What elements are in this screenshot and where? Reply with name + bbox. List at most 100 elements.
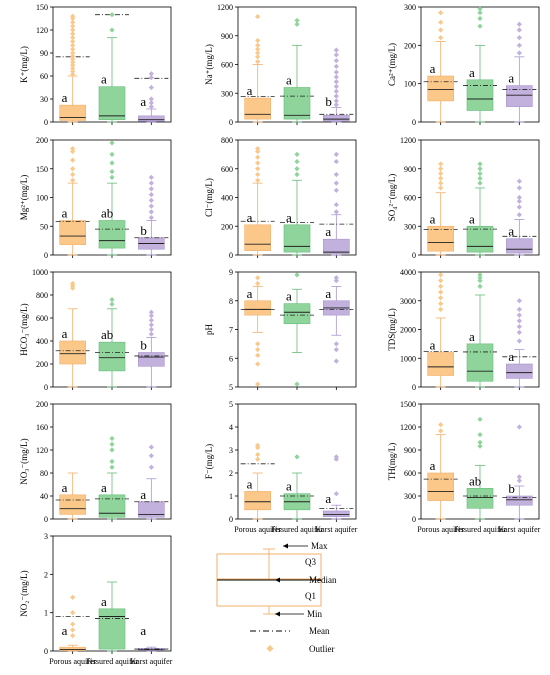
box-iqr	[506, 85, 533, 107]
legend-label-mean: Mean	[309, 626, 330, 636]
box-2: a	[134, 71, 169, 123]
significance-letter: b	[140, 223, 147, 238]
outlier-point	[294, 151, 300, 157]
outlier-point	[148, 71, 154, 77]
outlier-point	[70, 177, 76, 183]
y-tick-label: 60	[40, 72, 48, 81]
box-iqr	[59, 220, 86, 245]
outlier-point	[516, 312, 522, 318]
box-1: a	[280, 454, 314, 520]
x-tick-label: Fissured aquifer	[271, 525, 323, 534]
significance-letter: a	[101, 480, 107, 495]
outlier-point	[255, 452, 261, 458]
box-iqr	[427, 352, 454, 376]
legend-box	[216, 578, 322, 607]
outlier-point	[255, 442, 261, 448]
box-0: a	[423, 422, 458, 520]
y-tick-label: 400	[221, 194, 233, 203]
y-tick-label: 100	[36, 194, 48, 203]
y-tick-label: 0	[412, 515, 416, 524]
outlier-point	[516, 185, 522, 191]
y-tick-label: 300	[404, 222, 416, 231]
box-2: b	[502, 424, 537, 520]
outlier-point	[255, 46, 261, 52]
outlier-point	[516, 212, 522, 218]
outlier-point	[477, 166, 483, 172]
outlier-point	[333, 69, 339, 75]
y-tick-label: 80	[40, 469, 48, 478]
outlier-point	[255, 275, 261, 281]
x-tick-label: Porous aquifer	[49, 657, 96, 666]
outlier-point	[109, 160, 115, 166]
y-tick-label: 40	[40, 492, 48, 501]
outlier-point	[70, 27, 76, 33]
chart-panel-2: 0 100 200 300 Ca²⁺(mg/L) a a a	[387, 3, 540, 127]
outlier-point	[109, 151, 115, 157]
y-tick-label: 50	[40, 222, 48, 231]
y-axis-label: Cl⁻(mg/L)	[204, 178, 214, 217]
outlier-point	[333, 74, 339, 80]
significance-letter: a	[286, 289, 292, 304]
box-iqr	[98, 494, 126, 518]
outlier-point	[333, 341, 339, 347]
significance-letter: a	[247, 476, 253, 491]
outlier-point	[333, 79, 339, 85]
outlier-point	[294, 21, 300, 27]
box-iqr	[323, 238, 350, 254]
outlier-point	[148, 192, 154, 198]
outlier-point	[109, 174, 115, 180]
significance-letter: a	[140, 623, 146, 638]
outlier-point	[333, 98, 339, 104]
box-0: a	[423, 272, 458, 388]
y-tick-label: 3	[229, 446, 233, 455]
outlier-point	[148, 174, 154, 180]
y-axis-label: F⁻(mg/L)	[204, 444, 214, 479]
outlier-point	[438, 161, 444, 167]
outlier-point	[516, 194, 522, 201]
outlier-point	[477, 10, 483, 16]
y-tick-label: 600	[36, 314, 48, 323]
outlier-point	[109, 464, 115, 470]
outlier-point	[516, 474, 522, 480]
box-2: a	[319, 151, 354, 256]
outlier-point	[148, 203, 154, 209]
y-tick-label: 2	[229, 469, 233, 478]
chart-panel-1: 0 300 600 900 1200 Na⁺(mg/L) a a b	[204, 3, 357, 127]
x-tick-label: Karst aquifer	[130, 657, 172, 666]
outlier-point	[255, 13, 261, 20]
box-2: a	[134, 444, 169, 520]
outlier-point	[255, 280, 261, 287]
outlier-point	[148, 453, 154, 459]
box-iqr	[323, 114, 350, 122]
outlier-point	[438, 166, 444, 172]
y-tick-label: 0	[229, 118, 233, 127]
legend-arrow-median-head	[275, 577, 280, 583]
legend-label-median: Median	[309, 575, 337, 585]
outlier-point	[294, 171, 300, 178]
outlier-point	[516, 21, 522, 27]
outlier-point	[333, 93, 339, 99]
y-axis-label: NO₂⁻(mg/L)	[19, 570, 29, 616]
outlier-point	[70, 171, 76, 178]
chart-panel-7: 5 6 7 8 9 pH a a a	[204, 268, 357, 392]
y-axis-label: Mg²⁺(mg/L)	[19, 175, 29, 220]
box-0: a	[55, 146, 90, 256]
y-tick-label: 800	[36, 291, 48, 300]
box-iqr	[244, 224, 271, 251]
outlier-point	[438, 306, 444, 312]
y-tick-label: 600	[221, 61, 233, 70]
outlier-point	[477, 15, 483, 22]
outlier-point	[148, 84, 154, 91]
y-tick-label: 4000	[400, 268, 416, 277]
box-1: a	[463, 161, 497, 256]
outlier-point	[516, 478, 522, 484]
significance-letter: a	[469, 65, 475, 80]
outlier-point	[333, 158, 339, 165]
outlier-point	[438, 10, 444, 16]
y-tick-label: 600	[221, 165, 233, 174]
significance-letter: a	[62, 90, 68, 105]
outlier-point	[333, 275, 339, 281]
outlier-point	[255, 347, 261, 353]
significance-letter: b	[508, 481, 515, 496]
outlier-point	[70, 71, 76, 78]
